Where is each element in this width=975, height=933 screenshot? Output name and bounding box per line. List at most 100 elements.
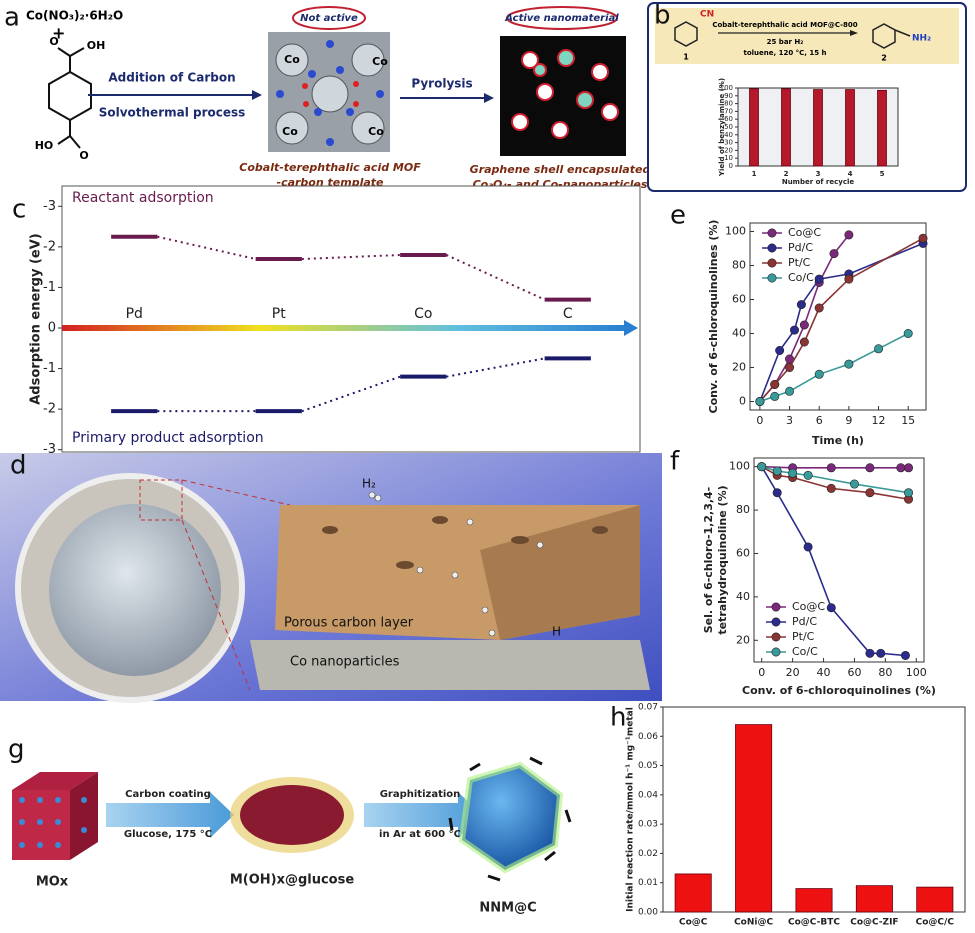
- point: [796, 300, 806, 310]
- reagent: Co(NO₃)₂·6H₂O: [26, 9, 123, 23]
- pores: [322, 516, 608, 569]
- plot-frame: [753, 457, 925, 663]
- y-tick-label: -2: [43, 402, 56, 417]
- point: [814, 369, 824, 379]
- connector: [301, 253, 401, 261]
- y-tick-label: 100: [725, 225, 746, 238]
- atom-label: O: [49, 35, 58, 48]
- x-tick-label: 40: [817, 666, 831, 679]
- particles: [511, 49, 619, 139]
- category-label: Co: [414, 306, 432, 322]
- category-label: Pd: [126, 306, 143, 322]
- panel-g: g Carbon coating Glucose, 175 °C Graphit…: [8, 735, 572, 916]
- x-axis-label: Conv. of 6-chloroquinolines (%): [742, 684, 936, 697]
- y-tick-label: 20: [724, 146, 733, 154]
- point: [772, 488, 782, 498]
- benzene: [674, 21, 698, 47]
- layer-label: Co nanoparticles: [290, 655, 400, 670]
- series-line: [759, 332, 909, 403]
- category-label: Pt: [272, 306, 286, 322]
- atom-label: O: [79, 149, 88, 162]
- x-tick-label: Co@C-BTC: [788, 918, 840, 928]
- point: [785, 386, 795, 396]
- legend-label: Pt/C: [788, 256, 811, 269]
- panel-label: e: [670, 201, 686, 231]
- arrow-head: [252, 90, 262, 100]
- point: [799, 320, 809, 330]
- x-tick-label: 2: [784, 170, 789, 178]
- point: [757, 462, 767, 472]
- y-tick-label: 70: [724, 107, 733, 115]
- metal-label: Co: [284, 53, 300, 66]
- y-tick-label: -3: [43, 199, 56, 214]
- legend-label: Co@C: [788, 226, 821, 239]
- plus: +: [52, 24, 65, 43]
- y-tick-label: 80: [736, 503, 750, 516]
- material-label: NNM@C: [479, 901, 536, 916]
- x-axis-label: Number of recycle: [782, 178, 855, 186]
- point: [844, 230, 854, 240]
- panel-label: h: [610, 703, 626, 733]
- y-tick-label: 20: [732, 361, 746, 374]
- y-tick-label: 10: [724, 154, 733, 162]
- y-tick-label: 0.02: [638, 849, 658, 859]
- x-tick-label: 0: [756, 414, 763, 427]
- core: [49, 504, 221, 676]
- nanoparticle: [458, 761, 564, 874]
- point: [788, 468, 798, 478]
- atom-label: HO: [35, 139, 54, 152]
- point: [826, 483, 836, 493]
- zoom-line: [181, 519, 251, 691]
- legend-label: Pd/C: [792, 615, 817, 628]
- arrow-head: [850, 30, 858, 36]
- point: [814, 274, 824, 284]
- mof-oxygen: [302, 81, 359, 107]
- x-tick-label: Co@C: [679, 918, 708, 928]
- y-tick-label: 100: [720, 84, 733, 92]
- y-tick-label: -1: [43, 361, 56, 376]
- series-line: [759, 242, 924, 402]
- y-tick-label: 0: [48, 321, 56, 336]
- panel-label: g: [8, 735, 25, 765]
- x-tick-label: Co@C-ZIF: [850, 918, 898, 928]
- y-tick-label: 0.07: [638, 703, 658, 713]
- compound-number: 1: [683, 53, 689, 62]
- y-tick-label: 30: [724, 139, 733, 147]
- panel-d: d H₂ H Porous carbon layer Co nanopartic…: [0, 451, 662, 703]
- connector: [446, 357, 545, 378]
- x-tick-label: 80: [878, 666, 892, 679]
- step-label: in Ar at 600 °C: [379, 829, 461, 840]
- panel-frame: [61, 185, 641, 453]
- point: [865, 488, 875, 498]
- bar: [795, 888, 833, 913]
- x-tick-label: 5: [880, 170, 885, 178]
- bar: [916, 886, 954, 913]
- point: [865, 463, 875, 473]
- step-label: Graphitization: [380, 789, 461, 800]
- bond: [69, 47, 85, 57]
- cube-side: [70, 772, 98, 860]
- legend-marker: [767, 273, 777, 283]
- legend-label: Pt/C: [792, 630, 815, 643]
- material-label: M(OH)x@glucose: [230, 873, 355, 888]
- y-tick-label: 0.05: [638, 761, 658, 771]
- compound-number: 2: [881, 54, 887, 63]
- zoom-box: [139, 479, 183, 521]
- bar: [813, 89, 823, 167]
- y-tick-label: -2: [43, 239, 56, 254]
- legend-marker: [767, 243, 777, 253]
- badge-text: Active nanomaterial: [504, 13, 619, 24]
- step-label: Glucose, 175 °C: [124, 829, 212, 840]
- y-tick-label: 40: [736, 590, 750, 603]
- panel-label: f: [670, 447, 680, 477]
- y-tick-label: 0.03: [638, 820, 658, 830]
- gas-label: H₂: [362, 477, 376, 491]
- x-tick-label: 1: [752, 170, 757, 178]
- y-tick-label: 0.06: [638, 732, 658, 742]
- material-label: MOx: [36, 875, 69, 890]
- bar: [855, 885, 893, 913]
- caption: Graphene shell encapsulated: [470, 163, 651, 176]
- bar: [781, 88, 791, 167]
- series-line: [759, 237, 924, 403]
